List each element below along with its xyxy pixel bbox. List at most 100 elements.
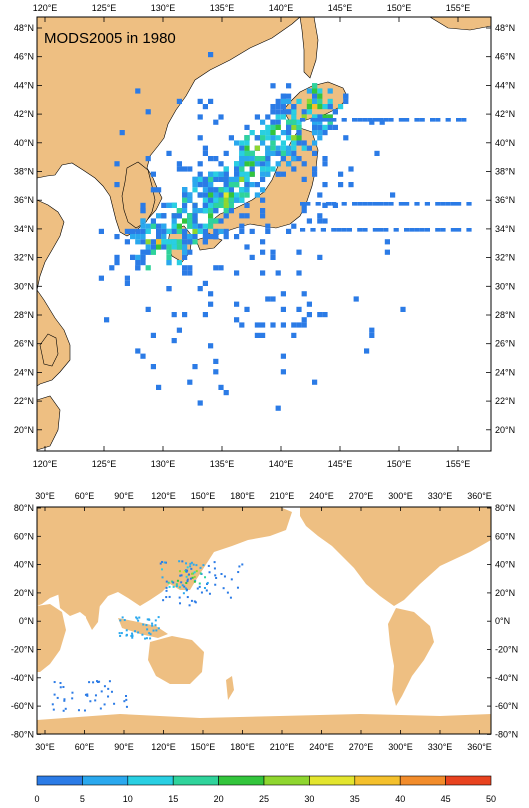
- density-cell: [187, 166, 193, 172]
- density-cell: [187, 197, 193, 203]
- density-cell: [202, 564, 205, 567]
- density-cell: [301, 140, 307, 146]
- density-cell: [234, 317, 240, 323]
- density-cell: [140, 254, 146, 260]
- density-cell: [182, 166, 188, 172]
- density-cell: [182, 592, 185, 595]
- lat-label: 34°N: [495, 224, 515, 234]
- density-cell: [100, 690, 103, 693]
- density-cell: [172, 585, 175, 588]
- density-cell: [208, 343, 214, 349]
- density-cell: [286, 130, 292, 136]
- greenland: [414, 507, 470, 540]
- density-cell: [306, 145, 312, 151]
- density-cell: [187, 265, 193, 271]
- density-cell: [390, 192, 396, 198]
- density-cell: [186, 580, 189, 583]
- density-cell: [202, 202, 208, 208]
- density-cell: [260, 187, 266, 193]
- density-cell: [312, 114, 318, 120]
- density-cell: [234, 166, 240, 172]
- lon-label: 360°E: [467, 491, 492, 501]
- density-cell: [202, 192, 208, 198]
- density-cell: [131, 636, 134, 639]
- density-cell: [228, 192, 234, 198]
- density-cell: [71, 697, 74, 700]
- density-cell: [234, 270, 240, 276]
- lat-label: 20°N: [14, 588, 34, 598]
- density-cell: [244, 244, 250, 250]
- density-cell: [151, 622, 154, 625]
- density-cell: [140, 249, 146, 255]
- density-cell: [228, 202, 234, 208]
- density-cell: [189, 562, 192, 565]
- density-cell: [296, 119, 302, 125]
- top-map-panel: MODS2005 in 1980 120°E 125°E 130°E 135°E 140…: [14, 3, 515, 469]
- density-cell: [234, 161, 240, 167]
- density-cell: [150, 244, 156, 250]
- density-cell: [171, 223, 177, 229]
- density-cell: [165, 586, 168, 589]
- density-cell: [306, 109, 312, 115]
- density-cell: [456, 228, 462, 232]
- density-cell: [114, 161, 120, 167]
- density-cell: [286, 228, 292, 234]
- density-cell: [270, 124, 276, 130]
- density-cell: [218, 171, 224, 177]
- density-cell: [202, 182, 208, 188]
- density-cell: [214, 583, 217, 586]
- density-cell: [192, 228, 198, 234]
- density-cell: [171, 228, 177, 234]
- density-cell: [205, 589, 208, 592]
- density-cell: [134, 630, 137, 633]
- density-cell: [275, 119, 281, 125]
- density-cell: [192, 563, 195, 566]
- density-cell: [202, 234, 208, 240]
- density-cell: [322, 218, 328, 224]
- density-cell: [176, 579, 179, 582]
- colorbar-boxes: [36, 775, 492, 786]
- colorbar-box: [445, 775, 492, 786]
- density-cell: [445, 202, 451, 206]
- density-cell: [171, 202, 177, 208]
- density-cell: [244, 150, 250, 156]
- density-cell: [202, 280, 208, 286]
- density-cell: [306, 104, 312, 110]
- density-cell: [92, 681, 95, 684]
- density-cell: [239, 145, 245, 151]
- density-cell: [440, 228, 446, 232]
- density-cell: [265, 161, 271, 167]
- density-cell: [218, 265, 224, 271]
- density-cell: [275, 145, 281, 151]
- density-cell: [165, 589, 168, 592]
- density-cell: [317, 213, 323, 219]
- density-cell: [145, 228, 151, 234]
- density-cell: [254, 322, 260, 328]
- density-cell: [145, 244, 151, 250]
- density-cell: [322, 114, 328, 120]
- density-cell: [327, 119, 333, 125]
- colorbar-box: [263, 775, 310, 786]
- density-cell: [198, 582, 201, 585]
- density-cell: [125, 705, 128, 708]
- density-cell: [190, 599, 193, 602]
- density-cell: [450, 228, 456, 232]
- density-cell: [326, 202, 332, 206]
- bottom-lon-labels-top: 30°E 60°E 90°E 120°E 150°E 180°E 210°E 240°E 270…: [35, 491, 492, 511]
- density-cell: [166, 202, 172, 208]
- lat-label: 42°N: [14, 109, 34, 119]
- density-cell: [208, 176, 214, 182]
- density-cell: [238, 565, 241, 568]
- density-cell: [291, 223, 297, 229]
- density-cell: [187, 213, 193, 219]
- density-cell: [322, 312, 328, 318]
- density-cell: [150, 364, 156, 370]
- lon-label: 120°E: [33, 459, 58, 469]
- colorbar-box: [172, 775, 219, 786]
- density-cell: [239, 150, 245, 156]
- density-cell: [317, 88, 323, 94]
- density-cell: [179, 602, 182, 605]
- density-cell: [110, 690, 113, 693]
- density-cell: [331, 118, 337, 122]
- density-cell: [419, 228, 425, 232]
